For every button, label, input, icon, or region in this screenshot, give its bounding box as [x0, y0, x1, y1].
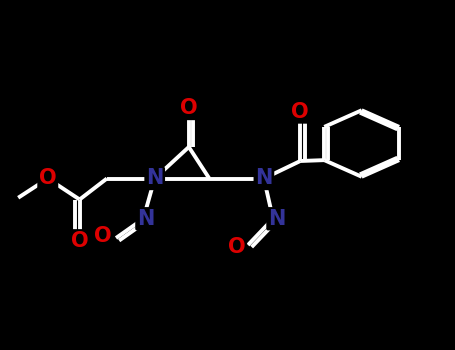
Text: O: O — [95, 226, 112, 246]
Text: N: N — [146, 168, 163, 189]
Text: N: N — [137, 209, 154, 229]
Text: O: O — [228, 237, 245, 257]
Text: N: N — [268, 209, 285, 229]
Text: N: N — [255, 168, 273, 189]
Text: O: O — [71, 231, 88, 251]
Text: O: O — [292, 102, 309, 122]
Text: O: O — [180, 98, 197, 119]
Text: O: O — [39, 168, 56, 189]
